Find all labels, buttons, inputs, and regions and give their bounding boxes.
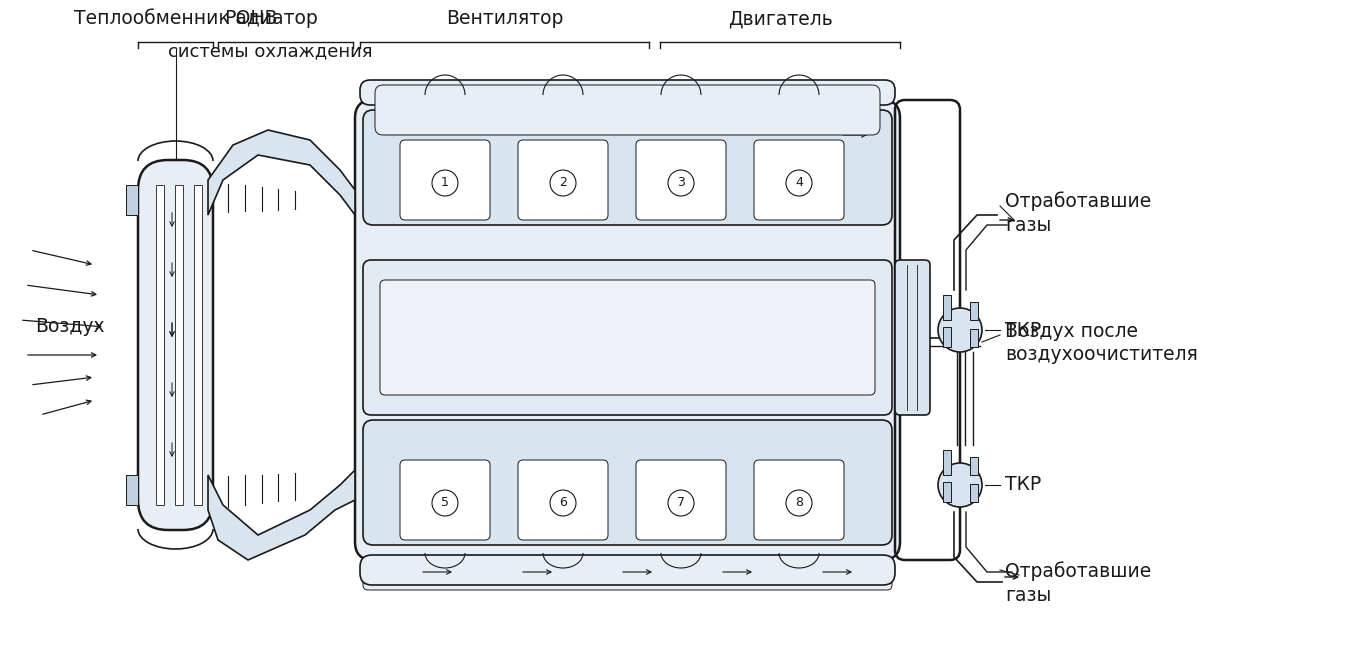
Text: Теплообменник ОНВ: Теплообменник ОНВ bbox=[74, 9, 277, 28]
Bar bbox=[126, 475, 139, 505]
Text: 3: 3 bbox=[677, 176, 685, 189]
Circle shape bbox=[785, 490, 812, 516]
FancyBboxPatch shape bbox=[139, 160, 213, 530]
FancyBboxPatch shape bbox=[518, 140, 608, 220]
FancyBboxPatch shape bbox=[375, 85, 880, 135]
FancyBboxPatch shape bbox=[636, 460, 726, 540]
FancyBboxPatch shape bbox=[363, 420, 892, 545]
Text: ТКР: ТКР bbox=[1005, 476, 1041, 495]
Circle shape bbox=[432, 490, 459, 516]
FancyBboxPatch shape bbox=[363, 565, 892, 590]
FancyBboxPatch shape bbox=[636, 140, 726, 220]
Text: 4: 4 bbox=[795, 176, 803, 189]
FancyBboxPatch shape bbox=[363, 110, 892, 225]
Bar bbox=[943, 295, 951, 320]
FancyBboxPatch shape bbox=[894, 260, 929, 415]
Text: системы охлаждения: системы охлаждения bbox=[168, 42, 373, 60]
Text: 1: 1 bbox=[441, 176, 449, 189]
Text: 2: 2 bbox=[560, 176, 568, 189]
FancyBboxPatch shape bbox=[755, 140, 845, 220]
Bar bbox=[970, 457, 978, 475]
Text: Воздух: Воздух bbox=[35, 318, 105, 337]
FancyBboxPatch shape bbox=[755, 460, 845, 540]
Bar bbox=[943, 482, 951, 502]
Bar bbox=[126, 185, 139, 215]
Text: Вентилятор: Вентилятор bbox=[447, 9, 564, 28]
FancyBboxPatch shape bbox=[381, 280, 876, 395]
Bar bbox=[943, 327, 951, 347]
Circle shape bbox=[937, 308, 982, 352]
Circle shape bbox=[432, 170, 459, 196]
Bar bbox=[970, 329, 978, 347]
Text: Радиатор: Радиатор bbox=[223, 9, 317, 28]
Circle shape bbox=[937, 463, 982, 507]
FancyBboxPatch shape bbox=[355, 100, 900, 560]
Text: Воздух после
воздухоочистителя: Воздух после воздухоочистителя bbox=[1005, 322, 1198, 364]
FancyBboxPatch shape bbox=[399, 140, 490, 220]
Bar bbox=[970, 484, 978, 502]
Bar bbox=[943, 450, 951, 475]
Circle shape bbox=[550, 490, 576, 516]
Circle shape bbox=[550, 170, 576, 196]
Text: Двигатель: Двигатель bbox=[728, 9, 833, 28]
Circle shape bbox=[785, 170, 812, 196]
Polygon shape bbox=[208, 470, 355, 560]
Text: Отработавшие
газы: Отработавшие газы bbox=[1005, 191, 1151, 234]
Bar bbox=[156, 185, 164, 505]
Bar bbox=[970, 302, 978, 320]
Circle shape bbox=[668, 490, 694, 516]
Text: ТКР: ТКР bbox=[1005, 320, 1041, 339]
Circle shape bbox=[668, 170, 694, 196]
Bar bbox=[194, 185, 202, 505]
Text: 6: 6 bbox=[560, 496, 568, 510]
Bar bbox=[175, 185, 183, 505]
FancyBboxPatch shape bbox=[399, 460, 490, 540]
Text: 7: 7 bbox=[677, 496, 685, 510]
Text: 5: 5 bbox=[441, 496, 449, 510]
FancyBboxPatch shape bbox=[360, 555, 894, 585]
FancyBboxPatch shape bbox=[360, 80, 894, 105]
Text: Отработавшие
газы: Отработавшие газы bbox=[1005, 561, 1151, 605]
FancyBboxPatch shape bbox=[518, 460, 608, 540]
Text: 8: 8 bbox=[795, 496, 803, 510]
FancyBboxPatch shape bbox=[363, 260, 892, 415]
Polygon shape bbox=[208, 130, 355, 215]
